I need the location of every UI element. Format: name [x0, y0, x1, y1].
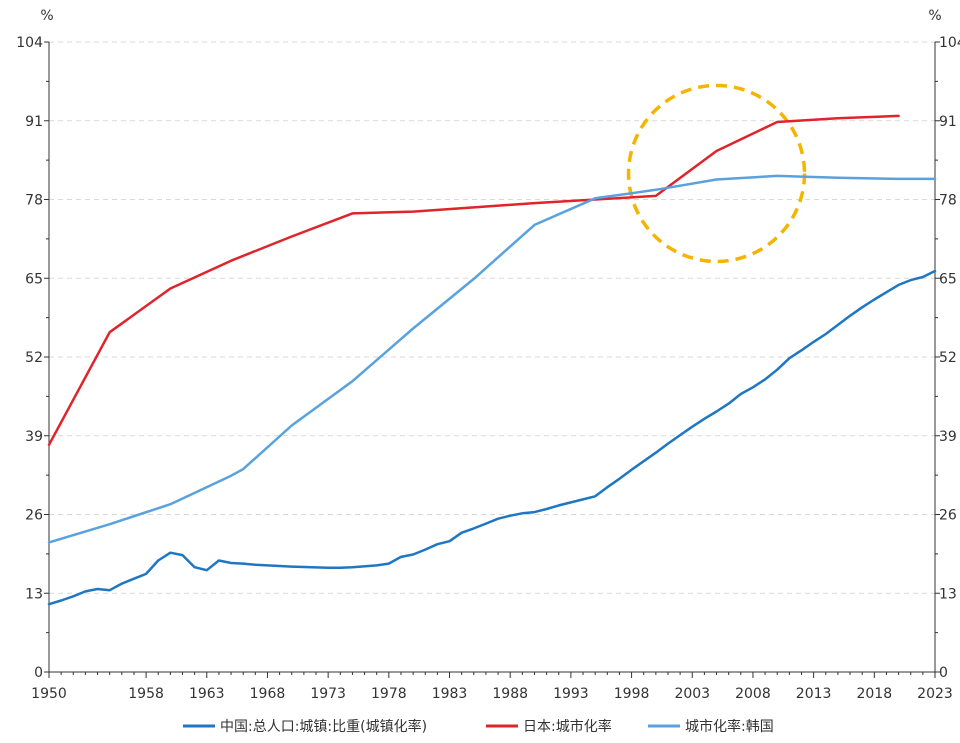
series-line-2 [47, 114, 900, 447]
x-tick-label: 1993 [553, 686, 589, 702]
legend: 中国:总人口:城镇:比重(城镇化率) 日本:城市化率 城市化率:韩国 [183, 718, 774, 735]
legend-label-1: 中国:总人口:城镇:比重(城镇化率) [220, 718, 427, 735]
series-line-1 [47, 269, 937, 606]
axes: 0 0 13 13 26 26 39 39 52 52 65 65 78 78 91 91 104 104%% 19… [16, 8, 960, 702]
y-tick-label-right: 65 [939, 271, 957, 287]
y-tick-label-left: 78 [25, 193, 43, 209]
y-tick-label-right: 13 [939, 586, 957, 602]
x-tick-label: 2008 [735, 686, 771, 702]
annotations [626, 83, 807, 264]
x-tick-label: 1973 [310, 686, 346, 702]
y-tick-label-left: 13 [25, 586, 43, 602]
y-tick-label-left: 0 [34, 665, 43, 681]
x-tick-label: 1963 [189, 686, 225, 702]
y-tick-label-left: 91 [25, 114, 43, 130]
y-tick-label-right: 91 [939, 114, 957, 130]
y-tick-label-right: 104 [939, 35, 960, 51]
x-tick-label: 2018 [856, 686, 892, 702]
y-tick-label-left: 52 [25, 350, 43, 366]
y-tick-label-left: 26 [25, 508, 43, 524]
y-tick-label-right: 26 [939, 508, 957, 524]
y-tick-label-right: 0 [939, 665, 948, 681]
x-tick-label: 1983 [432, 686, 468, 702]
x-tick-label: 1950 [31, 686, 67, 702]
legend-label-3: 城市化率:韩国 [685, 718, 774, 735]
x-tick-label: 2003 [674, 686, 710, 702]
y-tick-label-right: 39 [939, 429, 957, 445]
x-tick-label: 1958 [128, 686, 164, 702]
y-tick-label-left: 39 [25, 429, 43, 445]
x-tick-label: 1998 [614, 686, 650, 702]
series-line-3 [47, 174, 937, 544]
y-tick-label-left: 65 [25, 271, 43, 287]
x-tick-label: 1988 [492, 686, 528, 702]
series-lines [47, 114, 937, 606]
y-tick-label-right: 52 [939, 350, 957, 366]
y-tick-label-left: 104 [16, 35, 43, 51]
y-tick-label-right: 78 [939, 193, 957, 209]
y-unit-left: % [40, 8, 53, 24]
y-unit-right: % [928, 8, 941, 24]
grid-lines [49, 41, 935, 594]
x-tick-label: 1968 [250, 686, 286, 702]
x-tick-label: 2013 [796, 686, 832, 702]
highlight-circle [626, 83, 807, 264]
x-tick-label: 1978 [371, 686, 407, 702]
legend-label-2: 日本:城市化率 [523, 718, 612, 735]
x-tick-label: 2023 [917, 686, 953, 702]
